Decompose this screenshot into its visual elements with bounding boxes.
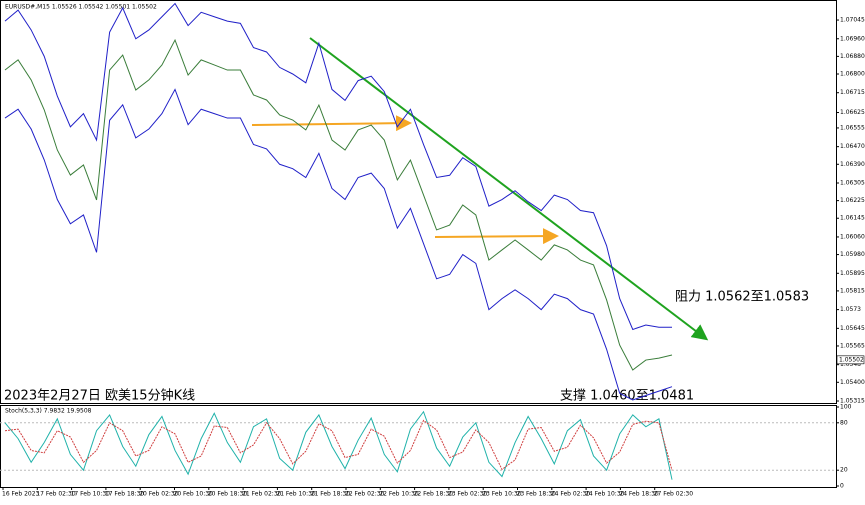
y-tick-label: 1.06960 <box>840 35 865 42</box>
series-line <box>4 38 673 371</box>
series-line <box>4 419 673 471</box>
y-tick-label: 100 <box>840 404 852 411</box>
y-tick-label: 80 <box>840 419 848 426</box>
resistance-label: 阻力 1.0562至1.0583 <box>675 290 809 305</box>
y-tick-label: 1.06715 <box>840 89 865 96</box>
x-tick-label: 23 Feb 10:30 <box>482 491 522 498</box>
y-tick-label: 1.07045 <box>840 17 865 24</box>
y-tick-label: 1.06625 <box>840 109 865 116</box>
y-tick-label: 1.06060 <box>840 233 865 240</box>
x-tick-label: 27 Feb 02:30 <box>654 491 694 498</box>
x-tick-label: 24 Feb 10:30 <box>585 491 625 498</box>
y-tick-label: 1.05315 <box>840 398 865 405</box>
series-line <box>4 88 673 401</box>
caption: 2023年2月27日 欧美15分钟K线 <box>4 388 195 404</box>
y-tick-label: 1.06225 <box>840 197 865 204</box>
price-panel <box>0 0 837 404</box>
x-tick-label: 21 Feb 10:30 <box>276 491 316 498</box>
stoch-title: Stoch(5,3,3) 7.9832 19.9508 <box>5 408 92 415</box>
price-box <box>836 355 865 365</box>
x-tick-label: 22 Feb 10:30 <box>379 491 419 498</box>
x-tick-label: 16 Feb 2023 <box>2 491 40 498</box>
y-tick-label: 1.06390 <box>840 161 865 168</box>
series-line <box>4 410 673 480</box>
series-line <box>4 2 672 331</box>
y-tick-label: 1.05400 <box>840 379 865 386</box>
x-tick-label: 23 Feb 18:30 <box>517 491 557 498</box>
y-tick-label: 1.05815 <box>840 287 865 294</box>
y-tick-label: 1.06470 <box>840 143 865 150</box>
y-tick-label: 1.06145 <box>840 215 865 222</box>
y-tick-label: 1.0548 <box>840 361 861 368</box>
x-tick-label: 22 Feb 18:30 <box>414 491 454 498</box>
x-tick-label: 20 Feb 10:30 <box>174 491 214 498</box>
y-tick-label: 1.0573 <box>840 306 861 313</box>
x-tick-label: 17 Feb 18:30 <box>105 491 145 498</box>
y-tick-label: 20 <box>840 467 848 474</box>
x-tick-label: 23 Feb 02:30 <box>448 491 488 498</box>
y-tick-label: 1.06555 <box>840 124 865 131</box>
x-tick-label: 17 Feb 10:30 <box>71 491 111 498</box>
x-tick-label: 20 Feb 02:30 <box>139 491 179 498</box>
level-arrow <box>434 228 559 245</box>
x-tick-label: 21 Feb 02:30 <box>242 491 282 498</box>
y-tick-label: 1.05895 <box>840 270 865 277</box>
x-tick-label: 24 Feb 02:30 <box>551 491 591 498</box>
x-tick-label: 22 Feb 02:30 <box>345 491 385 498</box>
x-tick-label: 21 Feb 18:30 <box>311 491 351 498</box>
y-tick-label: 1.06305 <box>840 180 865 187</box>
x-tick-label: 17 Feb 02:30 <box>36 491 76 498</box>
stoch-panel <box>0 405 837 488</box>
y-tick-label: 1.05645 <box>840 325 865 332</box>
trend-line <box>309 37 709 341</box>
y-tick-label: 1.06880 <box>840 53 865 60</box>
y-tick-label: 0 <box>840 483 844 490</box>
x-tick-label: 20 Feb 18:30 <box>208 491 248 498</box>
level-arrow <box>251 115 412 132</box>
y-tick-label: 1.05980 <box>840 251 865 258</box>
x-tick-label: 24 Feb 18:30 <box>619 491 659 498</box>
support-label: 支撑 1.0460至1.0481 <box>560 389 694 404</box>
y-tick-label: 1.05565 <box>840 342 865 349</box>
y-tick-label: 1.06800 <box>840 70 865 77</box>
price-label: 1.05502 <box>839 356 864 363</box>
header: EURUSD#,M15 1.05526 1.05542 1.05501 1.05… <box>5 4 157 11</box>
